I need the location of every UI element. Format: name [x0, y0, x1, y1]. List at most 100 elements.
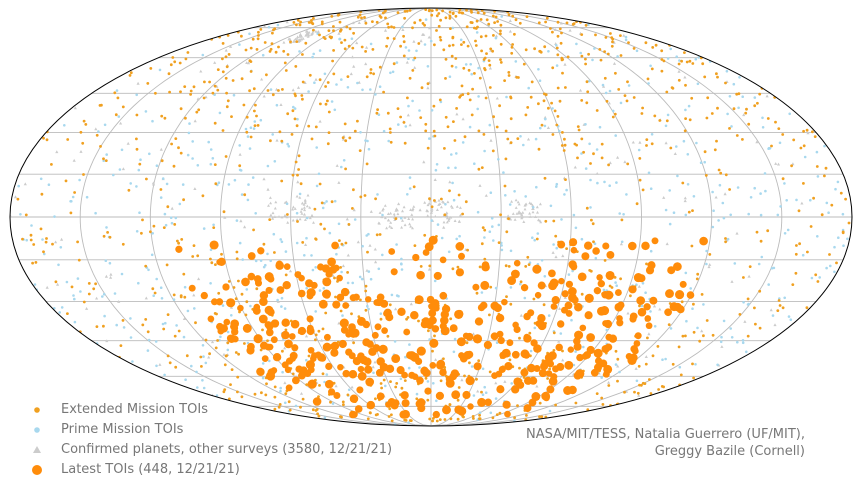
prime-mission-point — [608, 89, 612, 93]
extended-mission-point — [179, 295, 183, 299]
latest-toi-point — [592, 247, 600, 255]
prime-mission-point — [361, 88, 364, 92]
prime-mission-point — [818, 276, 821, 279]
prime-mission-point — [226, 348, 230, 352]
extended-mission-point — [560, 144, 564, 147]
extended-mission-point — [235, 250, 239, 254]
latest-toi-point — [401, 399, 410, 408]
prime-mission-point — [661, 358, 664, 362]
prime-mission-point — [476, 210, 480, 214]
extended-mission-point — [554, 403, 557, 407]
extended-mission-point — [503, 79, 506, 82]
prime-mission-point — [500, 15, 504, 18]
extended-mission-point — [382, 90, 385, 94]
extended-mission-point — [364, 21, 368, 25]
latest-toi-point — [596, 274, 603, 281]
extended-mission-point — [706, 96, 710, 100]
prime-mission-point — [418, 366, 421, 369]
extended-mission-point — [703, 75, 707, 79]
extended-mission-point — [646, 336, 649, 340]
extended-mission-point — [191, 255, 195, 258]
prime-mission-point — [447, 250, 451, 254]
prime-mission-point — [335, 83, 338, 86]
prime-mission-point — [65, 280, 69, 284]
confirmed-planet-point — [418, 208, 422, 212]
confirmed-planet-point — [426, 214, 430, 217]
extended-mission-point — [234, 297, 238, 301]
confirmed-planet-point — [350, 55, 355, 59]
prime-mission-point — [218, 111, 222, 115]
prime-mission-point — [269, 259, 273, 263]
prime-mission-point — [640, 304, 644, 308]
extended-mission-point — [431, 419, 434, 423]
extended-mission-point — [835, 261, 838, 265]
extended-mission-point — [281, 349, 284, 353]
prime-mission-point — [481, 393, 485, 397]
latest-toi-point — [321, 264, 331, 273]
latest-toi-point — [483, 340, 492, 350]
extended-mission-point — [312, 17, 315, 20]
latest-toi-point — [297, 326, 307, 336]
extended-mission-point — [99, 145, 102, 148]
extended-mission-point — [256, 124, 260, 127]
extended-mission-point — [496, 20, 499, 23]
confirmed-planet-point — [380, 215, 384, 219]
confirmed-planet-point — [774, 162, 778, 165]
extended-mission-point — [611, 115, 615, 119]
latest-toi-point — [237, 304, 244, 312]
prime-mission-point — [435, 399, 438, 403]
extended-mission-point — [466, 44, 470, 48]
prime-mission-point — [718, 183, 722, 187]
confirmed-planet-point — [300, 207, 304, 211]
extended-mission-point — [806, 250, 809, 254]
prime-mission-point — [135, 93, 138, 97]
extended-mission-point — [345, 25, 349, 29]
latest-toi-point — [465, 376, 475, 386]
prime-mission-point — [694, 57, 698, 61]
confirmed-planet-point — [426, 86, 430, 90]
latest-toi-point — [333, 391, 341, 400]
extended-mission-point — [278, 403, 282, 406]
latest-toi-point — [436, 359, 446, 369]
prime-mission-point — [313, 81, 316, 84]
confirmed-planet-point — [196, 97, 200, 101]
extended-mission-point — [314, 338, 317, 342]
prime-mission-point — [284, 250, 288, 253]
prime-mission-point — [760, 255, 764, 259]
confirmed-planet-point — [619, 242, 623, 246]
prime-mission-point — [279, 386, 283, 390]
confirmed-planet-point — [426, 203, 430, 207]
extended-mission-point — [544, 93, 548, 97]
latest-toi-point — [499, 351, 507, 360]
confirmed-planet-point — [192, 293, 196, 297]
extended-mission-point — [170, 142, 174, 146]
extended-mission-point — [351, 46, 355, 50]
extended-mission-point — [437, 12, 441, 15]
extended-mission-point — [438, 98, 442, 102]
extended-mission-point — [651, 354, 655, 358]
extended-mission-point — [268, 218, 272, 222]
extended-mission-point — [491, 14, 495, 18]
extended-mission-point — [561, 71, 564, 75]
data-points — [10, 8, 851, 426]
prime-mission-point — [454, 66, 458, 69]
prime-mission-point — [340, 165, 343, 169]
latest-toi-point — [253, 275, 262, 283]
extended-mission-point — [516, 137, 520, 141]
extended-mission-point — [484, 96, 488, 100]
extended-mission-point — [327, 29, 331, 32]
extended-mission-point — [337, 13, 341, 16]
extended-mission-point — [505, 295, 508, 298]
extended-mission-point — [386, 111, 390, 115]
confirmed-planet-point — [602, 84, 606, 88]
latest-toi-point — [410, 310, 419, 320]
confirmed-planet-point — [450, 206, 454, 209]
latest-toi-point — [504, 362, 513, 371]
confirmed-planet-point — [526, 137, 531, 141]
latest-toi-point — [457, 252, 466, 260]
extended-mission-point — [82, 173, 85, 176]
extended-mission-point — [424, 376, 428, 380]
latest-toi-point — [495, 370, 503, 378]
extended-mission-point — [87, 292, 91, 296]
prime-mission-point — [559, 332, 563, 335]
